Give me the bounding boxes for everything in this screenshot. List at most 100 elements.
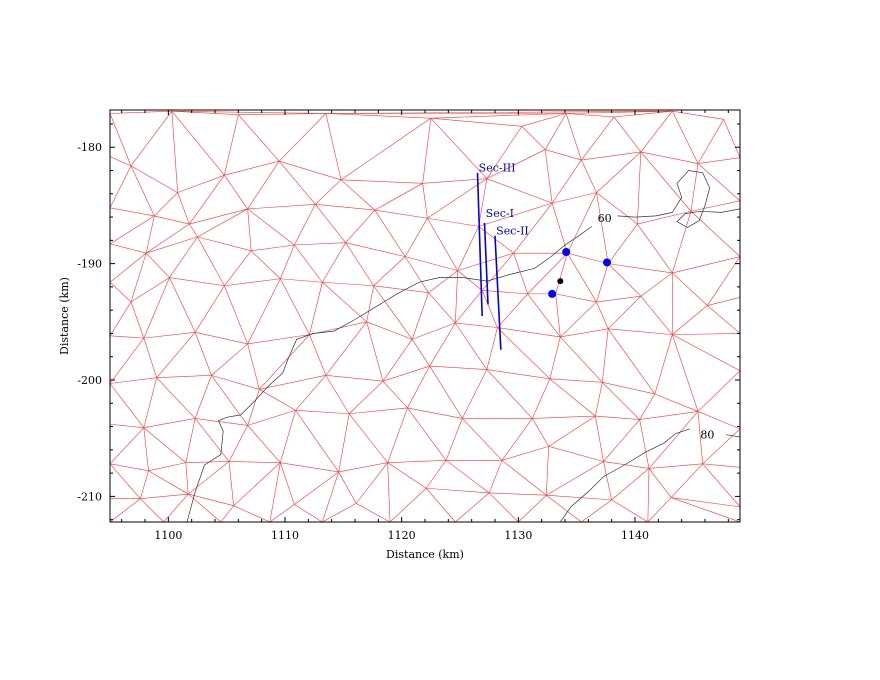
mesh-edge [560, 336, 603, 383]
mesh-edge [548, 415, 596, 447]
mesh-edge [552, 192, 597, 204]
mesh-edge [671, 497, 740, 508]
mesh-edge [366, 321, 413, 340]
mesh-edge [486, 126, 523, 179]
mesh-edge [611, 499, 648, 522]
mesh-edge [690, 163, 699, 212]
mesh-edge [315, 204, 346, 243]
mesh-edge [532, 418, 549, 447]
contour-line [725, 434, 740, 438]
mesh-edge [426, 487, 490, 494]
mesh-edge [146, 236, 198, 254]
mesh-edge [110, 110, 172, 114]
mesh-edge [185, 418, 196, 463]
mesh-edge [322, 503, 357, 522]
mesh-edge [702, 463, 740, 508]
mesh-edge [140, 498, 164, 522]
mesh-edge [259, 334, 310, 390]
mesh-edge [387, 462, 427, 489]
mesh-edge [169, 277, 225, 287]
mesh-edge [445, 418, 463, 461]
mesh-edge [169, 277, 196, 333]
mesh-edge [163, 493, 189, 522]
x-tick-label: 1120 [388, 529, 416, 542]
mesh-edge [532, 378, 551, 419]
mesh-edge [130, 277, 170, 303]
mesh-edge [294, 244, 323, 283]
mesh-edge [374, 183, 423, 211]
mesh-edge [348, 413, 388, 463]
mesh-edge [197, 208, 248, 238]
mesh-edge [171, 110, 225, 176]
mesh-edge [325, 113, 431, 119]
mesh-edge [278, 113, 327, 162]
mesh-edge [697, 163, 740, 202]
mesh-edge [549, 378, 603, 383]
mesh-edge [187, 461, 230, 495]
mesh-edge [295, 410, 339, 473]
mesh-edge [325, 110, 673, 114]
mesh-edge [269, 504, 295, 522]
mesh-edge [110, 498, 141, 522]
mesh-edge [565, 113, 582, 161]
mesh-edge [602, 382, 655, 395]
mesh-edge [422, 118, 432, 184]
y-tick-label: -180 [77, 141, 102, 154]
mesh-edge [560, 328, 609, 338]
section-line [476, 172, 483, 317]
mesh-edge [156, 332, 196, 378]
mesh-edge [544, 113, 567, 150]
mesh-edge [373, 256, 406, 286]
mesh-edge [497, 327, 551, 380]
mesh-edge [405, 256, 458, 271]
mesh-edge [555, 293, 561, 337]
x-tick-label: 1130 [504, 529, 532, 542]
mesh-edge [194, 285, 225, 333]
mesh-edge [486, 369, 533, 419]
mesh-edge [546, 461, 604, 496]
mesh-edge [220, 505, 234, 522]
mesh-edge [648, 468, 672, 498]
mesh-edge [325, 321, 367, 376]
mesh-edge [690, 211, 740, 257]
mesh-edge [639, 411, 699, 420]
mesh-edge [723, 119, 740, 158]
triangulation-mesh [110, 110, 740, 522]
mesh-edge [387, 462, 391, 522]
mesh-edge [407, 407, 447, 461]
mesh-edge [228, 425, 248, 462]
mesh-edge [224, 250, 252, 286]
mesh-edge [545, 149, 582, 161]
mesh-edge [613, 110, 673, 118]
mesh-edge [654, 393, 699, 412]
mesh-edge [549, 336, 561, 379]
y-tick-label: -190 [77, 258, 102, 271]
mesh-edge [211, 343, 248, 376]
mesh-edge [247, 278, 281, 345]
mesh-edge [143, 331, 196, 339]
mesh-edge [489, 492, 547, 496]
mesh-edge [110, 165, 132, 208]
mesh-edge [110, 377, 157, 384]
mesh-edge [581, 159, 597, 193]
mesh-edge [110, 423, 144, 429]
mesh-edge [110, 243, 147, 254]
mesh-edge [429, 365, 487, 370]
section-label: Sec-II [496, 225, 529, 238]
mesh-edge [185, 461, 230, 463]
mesh-edge [247, 343, 260, 390]
x-axis-title: Distance (km) [386, 548, 464, 561]
mesh-edge [382, 339, 413, 382]
plot-frame [109, 109, 741, 523]
section-label: Sec-I [486, 207, 514, 220]
mesh-edge [280, 462, 295, 505]
mesh-edge [411, 292, 429, 340]
mesh-edge [427, 178, 487, 219]
mesh-edge [455, 322, 488, 370]
y-axis-title: Distance (km) [58, 277, 71, 355]
mesh-edge [382, 365, 430, 382]
mesh-edge [697, 411, 703, 464]
mesh-edge [110, 337, 145, 384]
mesh-edge [497, 327, 561, 338]
mesh-edge [247, 203, 316, 210]
